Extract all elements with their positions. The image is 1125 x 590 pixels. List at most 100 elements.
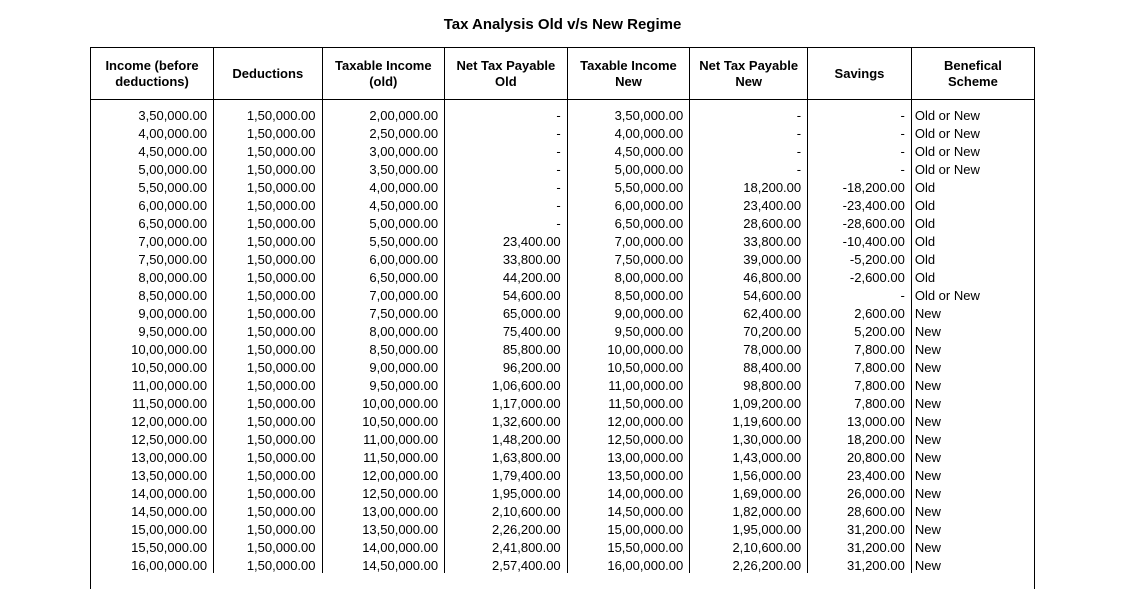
table-cell: 14,00,000.00: [567, 483, 690, 501]
table-cell: 2,00,000.00: [322, 100, 445, 124]
table-cell: 1,50,000.00: [214, 213, 322, 231]
table-cell: 5,50,000.00: [567, 177, 690, 195]
table-cell: 15,50,000.00: [567, 537, 690, 555]
table-cell: 54,600.00: [690, 285, 808, 303]
table-cell: 3,50,000.00: [322, 159, 445, 177]
table-cell: New: [911, 447, 1034, 465]
table-cell: 1,50,000.00: [214, 267, 322, 285]
table-cell: 2,600.00: [808, 303, 912, 321]
table-cell: 6,00,000.00: [567, 195, 690, 213]
table-cell: 4,00,000.00: [567, 123, 690, 141]
table-cell: -: [690, 123, 808, 141]
table-cell: 12,00,000.00: [322, 465, 445, 483]
table-cell: 8,50,000.00: [322, 339, 445, 357]
table-cell: 2,50,000.00: [322, 123, 445, 141]
table-cell: 9,50,000.00: [322, 375, 445, 393]
table-cell: 8,00,000.00: [322, 321, 445, 339]
table-cell: 13,00,000.00: [567, 447, 690, 465]
table-cell: -5,200.00: [808, 249, 912, 267]
table-cell: 9,00,000.00: [91, 303, 214, 321]
table-cell: 5,00,000.00: [567, 159, 690, 177]
table-cell: -18,200.00: [808, 177, 912, 195]
table-cell: -: [445, 100, 568, 124]
table-cell: 10,00,000.00: [567, 339, 690, 357]
table-cell: 31,200.00: [808, 555, 912, 573]
table-cell: New: [911, 411, 1034, 429]
table-head: Income (before deductions) Deductions Ta…: [91, 48, 1034, 100]
table-cell: 2,26,200.00: [445, 519, 568, 537]
table-cell: -2,600.00: [808, 267, 912, 285]
table-cell: 10,00,000.00: [322, 393, 445, 411]
table-cell: 5,00,000.00: [91, 159, 214, 177]
table-cell: -: [808, 123, 912, 141]
table-cell: 4,50,000.00: [322, 195, 445, 213]
table-row: 14,00,000.001,50,000.0012,50,000.001,95,…: [91, 483, 1034, 501]
table-row: 12,00,000.001,50,000.0010,50,000.001,32,…: [91, 411, 1034, 429]
table-cell: 8,50,000.00: [91, 285, 214, 303]
table-cell: 10,50,000.00: [322, 411, 445, 429]
table-cell: 1,50,000.00: [214, 195, 322, 213]
table-row: 8,00,000.001,50,000.006,50,000.0044,200.…: [91, 267, 1034, 285]
table-cell: 1,50,000.00: [214, 285, 322, 303]
table-cell: 10,50,000.00: [91, 357, 214, 375]
table-cell: -: [690, 159, 808, 177]
table-row: 15,00,000.001,50,000.0013,50,000.002,26,…: [91, 519, 1034, 537]
table-cell: 23,400.00: [690, 195, 808, 213]
table-cell: 6,00,000.00: [91, 195, 214, 213]
table-cell: 11,50,000.00: [91, 393, 214, 411]
table-cell: 7,800.00: [808, 339, 912, 357]
table-cell: 7,00,000.00: [322, 285, 445, 303]
table-cell: 6,50,000.00: [322, 267, 445, 285]
table-cell: 2,57,400.00: [445, 555, 568, 573]
table-cell: 1,50,000.00: [214, 123, 322, 141]
table-cell: 31,200.00: [808, 519, 912, 537]
table-row: 13,00,000.001,50,000.0011,50,000.001,63,…: [91, 447, 1034, 465]
table-cell: 12,00,000.00: [567, 411, 690, 429]
table-row: 10,00,000.001,50,000.008,50,000.0085,800…: [91, 339, 1034, 357]
table-cell: 7,800.00: [808, 375, 912, 393]
table-cell: 11,00,000.00: [91, 375, 214, 393]
table-cell: 10,50,000.00: [567, 357, 690, 375]
table-cell: 75,400.00: [445, 321, 568, 339]
table-cell: 11,00,000.00: [322, 429, 445, 447]
table-cell: 14,50,000.00: [91, 501, 214, 519]
table-cell: 1,50,000.00: [214, 177, 322, 195]
table-cell: New: [911, 393, 1034, 411]
table-cell: 13,50,000.00: [322, 519, 445, 537]
table-cell: 1,32,600.00: [445, 411, 568, 429]
table-cell: 7,50,000.00: [91, 249, 214, 267]
table-cell: -: [808, 285, 912, 303]
table-cell: -: [445, 213, 568, 231]
table-cell: New: [911, 357, 1034, 375]
table-cell: 13,50,000.00: [567, 465, 690, 483]
table-cell: Old: [911, 213, 1034, 231]
table-row: 5,00,000.001,50,000.003,50,000.00-5,00,0…: [91, 159, 1034, 177]
table-cell: New: [911, 429, 1034, 447]
table-cell: New: [911, 501, 1034, 519]
col-tax-old: Net Tax Payable Old: [445, 48, 568, 100]
table-body: 3,50,000.001,50,000.002,00,000.00-3,50,0…: [91, 100, 1034, 574]
page: { "title": "Tax Analysis Old v/s New Reg…: [0, 0, 1125, 590]
table-row: 11,50,000.001,50,000.0010,00,000.001,17,…: [91, 393, 1034, 411]
table-cell: New: [911, 519, 1034, 537]
table-cell: 15,00,000.00: [91, 519, 214, 537]
table-cell: 33,800.00: [690, 231, 808, 249]
table-cell: 1,95,000.00: [445, 483, 568, 501]
table-cell: 5,50,000.00: [322, 231, 445, 249]
table-cell: 62,400.00: [690, 303, 808, 321]
table-cell: Old: [911, 249, 1034, 267]
col-deductions: Deductions: [214, 48, 322, 100]
table-cell: 28,600.00: [690, 213, 808, 231]
table-cell: -23,400.00: [808, 195, 912, 213]
table-cell: 1,95,000.00: [690, 519, 808, 537]
table-cell: -28,600.00: [808, 213, 912, 231]
table-cell: 85,800.00: [445, 339, 568, 357]
table-row: 6,00,000.001,50,000.004,50,000.00-6,00,0…: [91, 195, 1034, 213]
table-cell: 12,50,000.00: [322, 483, 445, 501]
table-cell: 1,19,600.00: [690, 411, 808, 429]
table-cell: 1,50,000.00: [214, 303, 322, 321]
table-cell: 6,00,000.00: [322, 249, 445, 267]
table-cell: 1,50,000.00: [214, 519, 322, 537]
table-cell: 26,000.00: [808, 483, 912, 501]
table-cell: 7,800.00: [808, 357, 912, 375]
